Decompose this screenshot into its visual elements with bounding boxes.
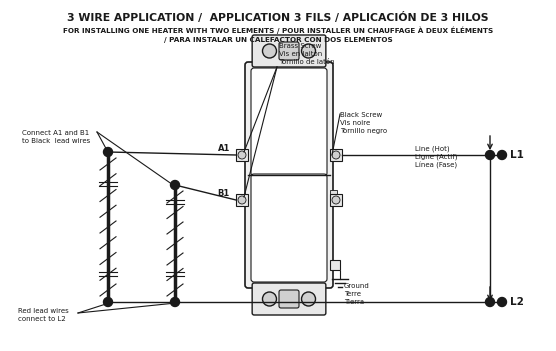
- Circle shape: [332, 151, 340, 159]
- Text: Red lead wires
connect to L2: Red lead wires connect to L2: [18, 308, 69, 322]
- Circle shape: [485, 298, 494, 306]
- Circle shape: [171, 298, 180, 306]
- Circle shape: [485, 151, 494, 159]
- Bar: [236, 194, 248, 206]
- Circle shape: [498, 151, 507, 159]
- Bar: [330, 194, 342, 206]
- FancyBboxPatch shape: [251, 174, 327, 282]
- Text: Line (Hot)
Ligne (Actif)
Línea (Fase): Line (Hot) Ligne (Actif) Línea (Fase): [415, 145, 458, 169]
- Text: L1: L1: [510, 150, 524, 160]
- FancyBboxPatch shape: [245, 62, 333, 288]
- Circle shape: [301, 292, 315, 306]
- Text: A1: A1: [217, 144, 230, 153]
- Text: L2: L2: [510, 297, 524, 307]
- Circle shape: [262, 44, 276, 58]
- Bar: [236, 149, 248, 161]
- Bar: [330, 149, 342, 161]
- Text: Black Screw
Vis noire
Tornillo negro: Black Screw Vis noire Tornillo negro: [340, 112, 387, 134]
- Circle shape: [301, 44, 315, 58]
- Text: / PARA INSTALAR UN CALEFACTOR CON DOS ELEMENTOS: / PARA INSTALAR UN CALEFACTOR CON DOS EL…: [163, 37, 393, 43]
- Text: 3 WIRE APPLICATION /  APPLICATION 3 FILS / APLICACIÓN DE 3 HILOS: 3 WIRE APPLICATION / APPLICATION 3 FILS …: [67, 12, 489, 23]
- Circle shape: [238, 196, 246, 204]
- Circle shape: [498, 298, 507, 306]
- Circle shape: [171, 180, 180, 190]
- Bar: [330, 150, 337, 160]
- FancyBboxPatch shape: [279, 290, 299, 308]
- Circle shape: [103, 147, 112, 157]
- Text: Connect A1 and B1
to Black  lead wires: Connect A1 and B1 to Black lead wires: [22, 130, 90, 144]
- FancyBboxPatch shape: [252, 283, 326, 315]
- Circle shape: [238, 151, 246, 159]
- Circle shape: [332, 196, 340, 204]
- FancyBboxPatch shape: [279, 42, 299, 60]
- Text: FOR INSTALLING ONE HEATER WITH TWO ELEMENTS / POUR INSTALLER UN CHAUFFAGE À DEUX: FOR INSTALLING ONE HEATER WITH TWO ELEME…: [63, 26, 493, 33]
- Text: B1: B1: [218, 189, 230, 198]
- FancyBboxPatch shape: [252, 35, 326, 67]
- Text: Ground
Terre
Tierra: Ground Terre Tierra: [344, 283, 370, 305]
- Circle shape: [103, 298, 112, 306]
- Text: Brass Screw
Vis en laiton
Tornillo de latón: Brass Screw Vis en laiton Tornillo de la…: [279, 43, 335, 65]
- Bar: [330, 260, 340, 270]
- Bar: [330, 190, 337, 200]
- FancyBboxPatch shape: [251, 68, 327, 176]
- Circle shape: [262, 292, 276, 306]
